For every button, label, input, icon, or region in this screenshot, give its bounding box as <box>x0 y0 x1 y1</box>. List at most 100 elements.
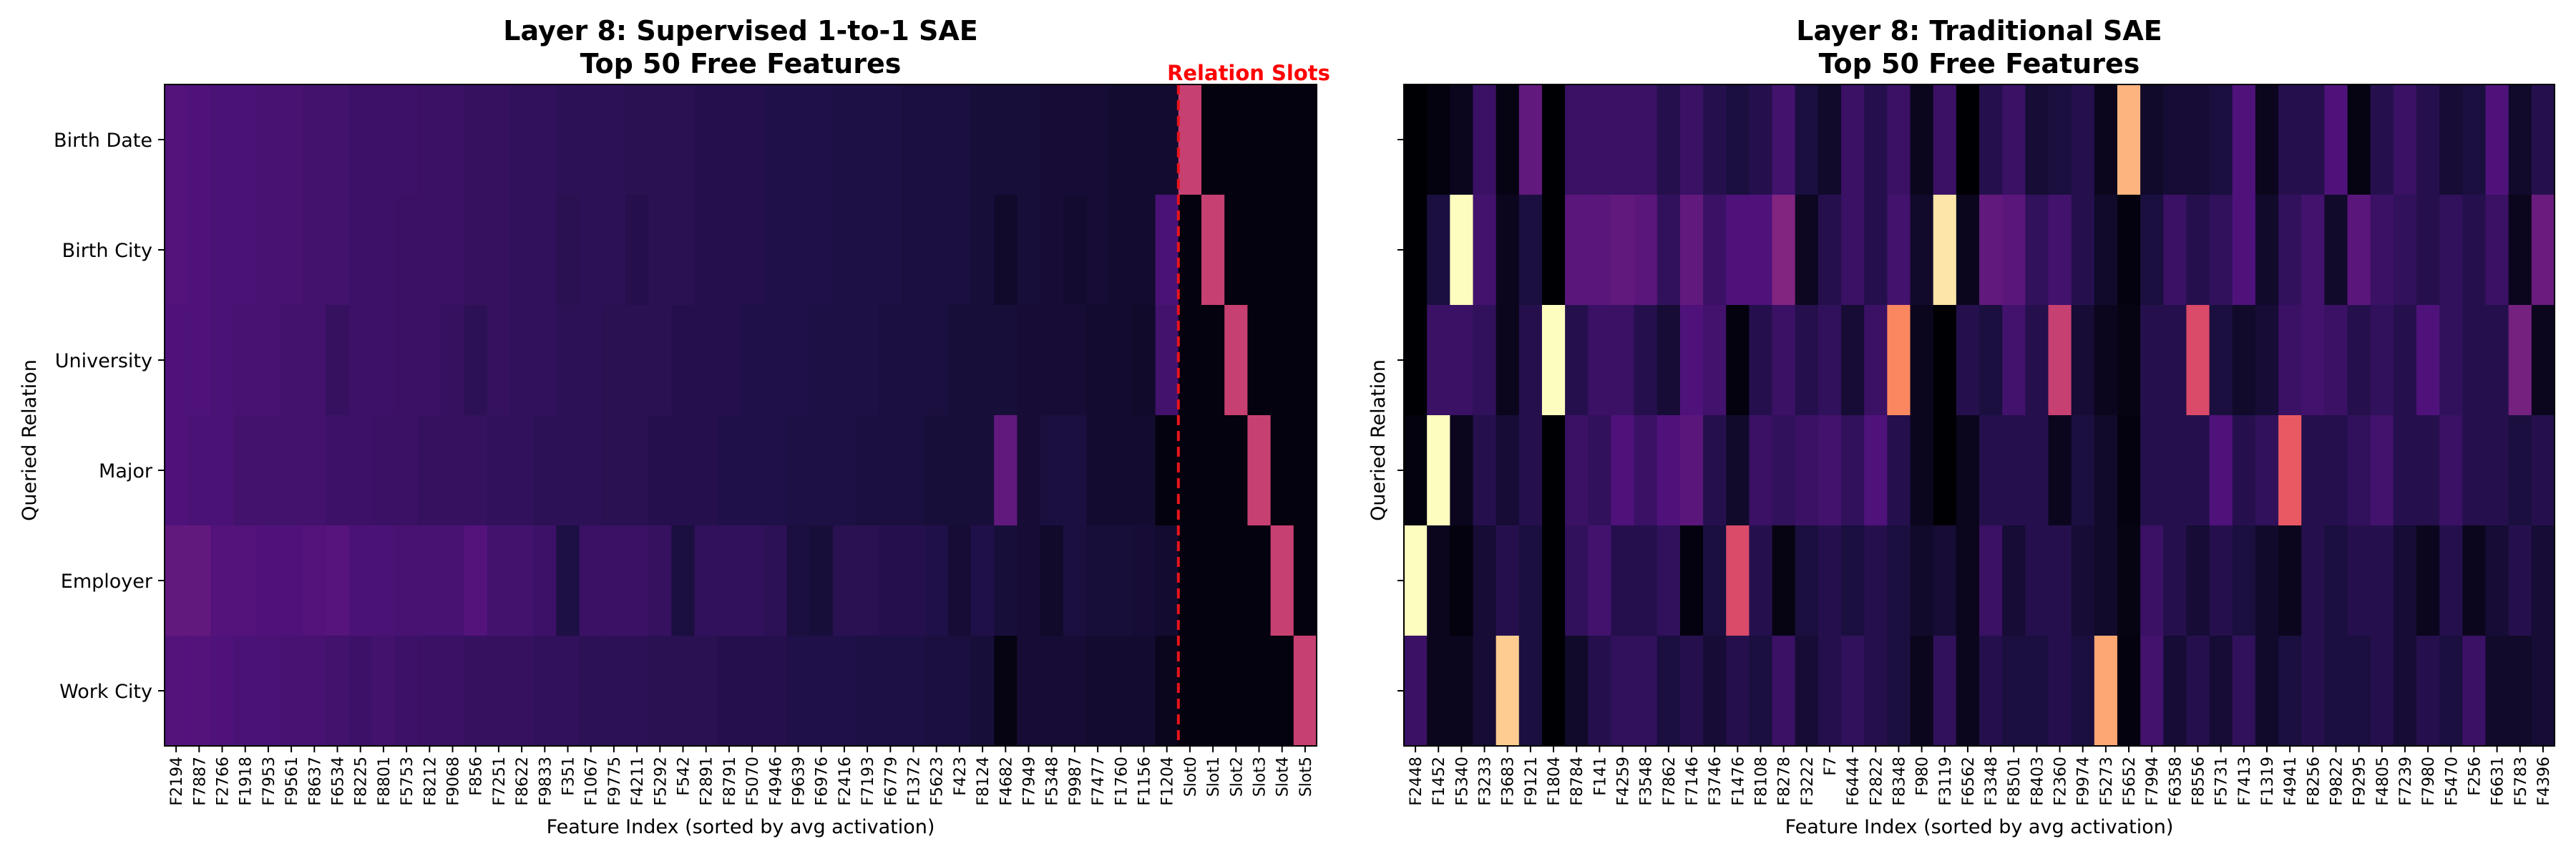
heatmap-cell <box>2071 636 2095 747</box>
heatmap-cell <box>2347 84 2371 195</box>
heatmap-cell <box>879 305 902 416</box>
heatmap-cell <box>418 195 441 306</box>
heatmap-cell <box>187 195 211 306</box>
heatmap-cell <box>1979 415 2003 526</box>
heatmap-cell <box>1473 525 1497 636</box>
heatmap-cell <box>1040 305 1064 416</box>
heatmap-cell <box>1588 525 1612 636</box>
heatmap-cell <box>1657 84 1681 195</box>
heatmap-cell <box>1293 636 1317 747</box>
heatmap-cell <box>947 195 972 306</box>
heatmap-cell <box>1818 305 1842 416</box>
heatmap-cell <box>1450 525 1474 636</box>
x-tick-label: F2448 <box>1407 757 1425 806</box>
heatmap-cell <box>371 636 396 747</box>
heatmap-cell <box>1404 415 1428 526</box>
heatmap-cell <box>602 636 626 747</box>
heatmap-cell <box>648 525 672 636</box>
heatmap-cell <box>2163 525 2187 636</box>
heatmap-cell <box>2485 415 2509 526</box>
heatmap-cell <box>994 84 1018 195</box>
heatmap-cell <box>487 415 511 526</box>
x-tick-label: F351 <box>560 757 578 796</box>
heatmap-cell <box>1611 636 1635 747</box>
heatmap-cell <box>1109 525 1133 636</box>
left-x-axis-label: Feature Index (sorted by avg activation) <box>547 816 935 838</box>
heatmap-cell <box>2301 305 2325 416</box>
heatmap-cell <box>2209 415 2233 526</box>
x-tick-label: F7239 <box>2397 757 2415 806</box>
heatmap-cell <box>2048 84 2072 195</box>
heatmap-cell <box>856 415 879 526</box>
heatmap-cell <box>717 84 741 195</box>
heatmap-cell <box>2048 525 2072 636</box>
heatmap-cell <box>280 84 303 195</box>
x-tick-label: F4396 <box>2535 757 2553 806</box>
heatmap-cell <box>648 195 672 306</box>
heatmap-cell <box>418 415 441 526</box>
x-tick-label: F3683 <box>1500 757 1518 806</box>
x-tick-label: F4805 <box>2374 757 2392 806</box>
heatmap-cell <box>2531 415 2555 526</box>
heatmap-cell <box>856 636 879 747</box>
x-tick-label: F6562 <box>1960 757 1978 806</box>
x-tick-label: F7953 <box>260 757 278 806</box>
right-panel: Layer 8: Traditional SAE Top 50 Free Fea… <box>1367 15 2555 838</box>
x-tick-label: F4946 <box>767 757 785 806</box>
heatmap-cell <box>1224 636 1248 747</box>
heatmap-cell <box>165 195 188 306</box>
heatmap-cell <box>280 195 303 306</box>
heatmap-cell <box>625 84 649 195</box>
heatmap-cell <box>2071 84 2095 195</box>
heatmap-cell <box>1293 195 1317 306</box>
heatmap-cell <box>786 84 811 195</box>
heatmap-cell <box>1726 525 1750 636</box>
heatmap-cell <box>1404 84 1428 195</box>
x-tick-label: F7477 <box>1090 757 1108 806</box>
heatmap-cell <box>2370 305 2394 416</box>
heatmap-cell <box>2393 636 2417 747</box>
heatmap-cell <box>2462 415 2487 526</box>
heatmap-cell <box>2347 415 2371 526</box>
heatmap-cell <box>2347 525 2371 636</box>
heatmap-cell <box>556 636 580 747</box>
heatmap-cell <box>2278 636 2302 747</box>
heatmap-cell <box>924 305 949 416</box>
heatmap-cell <box>671 525 696 636</box>
heatmap-cell <box>1247 195 1272 306</box>
heatmap-cell <box>763 525 787 636</box>
x-tick-label: F8225 <box>353 757 371 806</box>
heatmap-cell <box>1473 84 1497 195</box>
heatmap-cell <box>2301 195 2325 306</box>
heatmap-cell <box>487 525 511 636</box>
heatmap-cell <box>1270 84 1294 195</box>
heatmap-cell <box>1155 305 1179 416</box>
heatmap-cell <box>2324 195 2348 306</box>
heatmap-cell <box>395 636 419 747</box>
heatmap-cell <box>1270 195 1294 306</box>
heatmap-cell <box>1795 305 1819 416</box>
heatmap-cell <box>326 84 350 195</box>
heatmap-cell <box>533 305 557 416</box>
heatmap-cell <box>256 195 280 306</box>
heatmap-cell <box>1450 84 1474 195</box>
heatmap-cell <box>1679 195 1704 306</box>
heatmap-cell <box>487 195 511 306</box>
heatmap-cell <box>1679 636 1704 747</box>
heatmap-cell <box>602 84 626 195</box>
heatmap-cell <box>256 415 280 526</box>
heatmap-cell <box>2462 305 2487 416</box>
heatmap-cell <box>2209 525 2233 636</box>
heatmap-cell <box>1841 636 1865 747</box>
x-tick-label: F8278 <box>1776 757 1794 806</box>
heatmap-cell <box>1293 84 1317 195</box>
heatmap-cell <box>648 305 672 416</box>
heatmap-cell <box>2140 84 2164 195</box>
x-tick-label: F4941 <box>2282 757 2300 806</box>
heatmap-cell <box>741 636 764 747</box>
x-tick-label: F542 <box>675 757 693 796</box>
heatmap-cell <box>879 415 902 526</box>
heatmap-cell <box>1841 525 1865 636</box>
heatmap-cell <box>2393 305 2417 416</box>
heatmap-cell <box>1541 195 1566 306</box>
